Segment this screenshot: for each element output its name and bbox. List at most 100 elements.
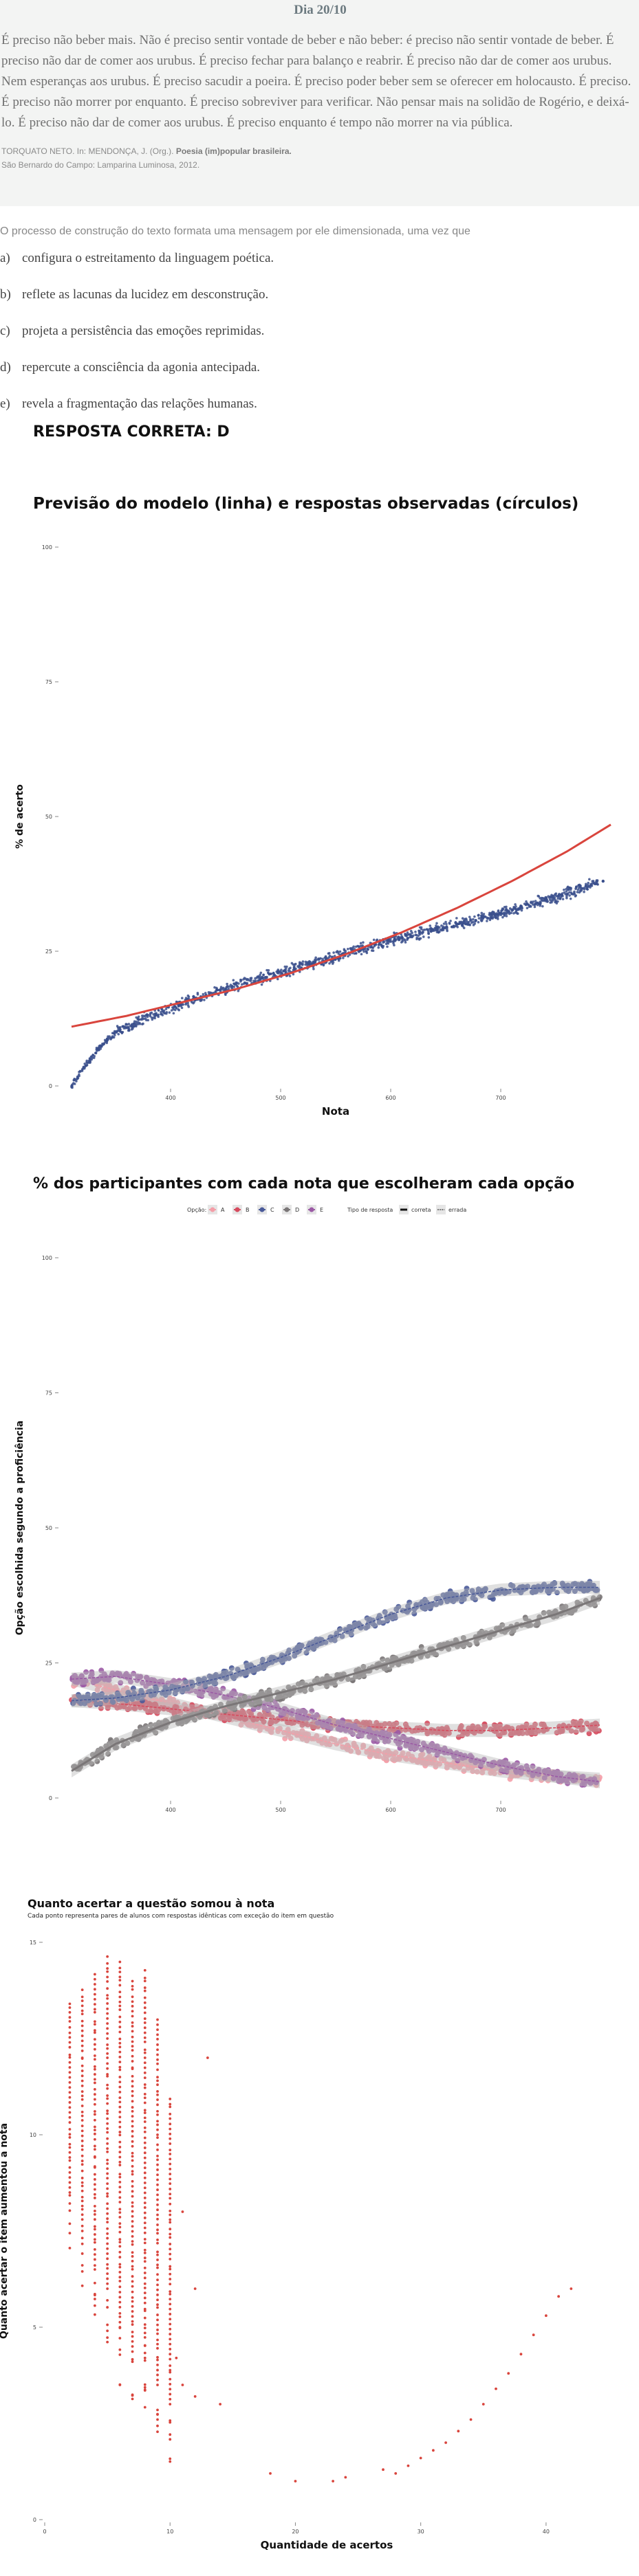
chart1-observed-point bbox=[360, 953, 363, 956]
chart2-point-d bbox=[424, 1653, 431, 1659]
chart3-point bbox=[169, 2421, 172, 2424]
chart3-point bbox=[156, 2253, 159, 2256]
chart1-observed-point bbox=[264, 975, 267, 979]
chart3-point bbox=[143, 2096, 147, 2100]
chart3-point bbox=[80, 2114, 84, 2118]
chart3-point bbox=[106, 1997, 109, 2000]
chart1-xtick-label: 400 bbox=[165, 1095, 175, 1101]
chart3-point bbox=[118, 2383, 122, 2386]
chart3-point bbox=[156, 2018, 159, 2021]
chart3-point bbox=[118, 2076, 122, 2078]
alternative-a[interactable]: a) configura o estreitamento da linguagem… bbox=[0, 251, 274, 287]
chart1-observed-point bbox=[336, 950, 339, 953]
chart3-point bbox=[156, 2058, 159, 2061]
alternative-c[interactable]: c) projeta a persistência das emoções rep… bbox=[0, 324, 274, 360]
chart2-point-d bbox=[156, 1720, 162, 1726]
alternative-d[interactable]: d) repercute a consciência da agonia ante… bbox=[0, 360, 274, 397]
chart1-observed-point bbox=[455, 922, 457, 925]
chart2-point-c bbox=[286, 1647, 292, 1654]
chart1-observed-point bbox=[215, 988, 219, 990]
chart2-title: % dos participantes com cada nota que es… bbox=[33, 1175, 575, 1192]
chart1-observed-point bbox=[232, 979, 235, 981]
chart2-point-a bbox=[257, 1727, 263, 1733]
chart3-point bbox=[118, 2320, 122, 2324]
chart2-ytick-label: 0 bbox=[49, 1795, 52, 1801]
chart2-point-d bbox=[241, 1694, 248, 1700]
chart3-point bbox=[80, 2236, 84, 2240]
chart1-observed-point bbox=[576, 888, 580, 891]
chart3-point bbox=[80, 2169, 84, 2173]
chart3-point bbox=[169, 2137, 172, 2140]
chart2-point-a bbox=[479, 1770, 486, 1776]
chart3-point bbox=[118, 2250, 122, 2254]
chart3-point bbox=[143, 2323, 147, 2326]
chart2-point-e bbox=[78, 1673, 85, 1679]
chart2-point-a bbox=[342, 1736, 348, 1742]
chart3-point bbox=[80, 2195, 84, 2199]
chart3-point bbox=[131, 2085, 134, 2088]
chart3-point bbox=[156, 2355, 159, 2359]
chart3-point bbox=[93, 2065, 96, 2068]
chart1-observed-point bbox=[579, 887, 582, 889]
chart3-point bbox=[169, 2388, 172, 2391]
alternative-e[interactable]: e) revela a fragmentação das relações hum… bbox=[0, 397, 274, 433]
chart3-point bbox=[118, 2041, 122, 2045]
chart1-observed-point bbox=[187, 995, 191, 999]
chart1-xtick-label: 600 bbox=[385, 1095, 396, 1101]
chart3-point bbox=[131, 2120, 134, 2123]
chart1-observed-point bbox=[180, 1006, 184, 1010]
chart1-observed-point bbox=[283, 965, 287, 968]
chart1-observed-point bbox=[530, 902, 534, 904]
chart3-point bbox=[156, 2418, 159, 2421]
chart3-point bbox=[118, 2245, 122, 2248]
chart3-point bbox=[131, 2234, 134, 2238]
chart3-point bbox=[131, 2005, 134, 2008]
chart1-observed-point bbox=[346, 947, 349, 951]
chart1-observed-point bbox=[301, 960, 305, 963]
chart3-point bbox=[68, 2166, 72, 2169]
chart3-point bbox=[131, 2100, 134, 2103]
chart3-point bbox=[106, 2227, 109, 2230]
chart3-point bbox=[143, 2083, 147, 2086]
chart3-point bbox=[93, 2292, 96, 2296]
chart3-point bbox=[444, 2441, 448, 2444]
chart1-observed-point bbox=[279, 971, 282, 975]
chart1-observed-point bbox=[285, 965, 288, 968]
alternative-b[interactable]: b) reflete as lacunas da lucidez em desco… bbox=[0, 287, 274, 324]
chart3-point bbox=[68, 2091, 72, 2094]
chart3-point bbox=[143, 2260, 147, 2263]
chart1-observed-point bbox=[261, 977, 264, 980]
chart2-point-d bbox=[345, 1676, 351, 1683]
source-citation: TORQUATO NETO. In: MENDONÇA, J. (Org.). … bbox=[1, 144, 639, 172]
chart3-point bbox=[80, 2129, 84, 2133]
chart1-observed-point bbox=[328, 962, 331, 965]
chart3-point bbox=[68, 2181, 72, 2184]
chart1-observed-point bbox=[549, 896, 552, 899]
alternative-text: repercute a consciência da agonia anteci… bbox=[22, 360, 261, 375]
chart3-point bbox=[131, 2195, 134, 2198]
chart3-point bbox=[131, 2173, 134, 2176]
chart1-observed-point bbox=[550, 899, 553, 902]
chart3-point bbox=[80, 2189, 84, 2192]
chart1-observed-point bbox=[503, 913, 506, 916]
chart3-point bbox=[156, 2278, 159, 2282]
chart3-point bbox=[131, 2135, 134, 2138]
chart3-point bbox=[143, 2161, 147, 2164]
chart1-observed-point bbox=[314, 959, 317, 962]
chart3-point bbox=[93, 2047, 96, 2051]
chart3-point bbox=[118, 2116, 122, 2119]
chart3-point bbox=[131, 2124, 134, 2128]
chart2-point-b bbox=[151, 1701, 158, 1707]
chart1-observed-point bbox=[147, 1019, 150, 1022]
chart1-observed-point bbox=[400, 936, 403, 940]
chart3-point bbox=[118, 2160, 122, 2164]
chart1-observed-point bbox=[132, 1022, 135, 1025]
chart2-point-a bbox=[426, 1753, 433, 1759]
chart3-point bbox=[106, 2094, 109, 2097]
chart1-observed-point bbox=[469, 919, 472, 922]
chart3-point bbox=[106, 2329, 109, 2333]
chart2-point-b bbox=[532, 1731, 539, 1737]
chart3-point bbox=[80, 2242, 84, 2245]
chart1-observed-point bbox=[127, 1029, 130, 1032]
chart1-observed-point bbox=[287, 969, 290, 973]
